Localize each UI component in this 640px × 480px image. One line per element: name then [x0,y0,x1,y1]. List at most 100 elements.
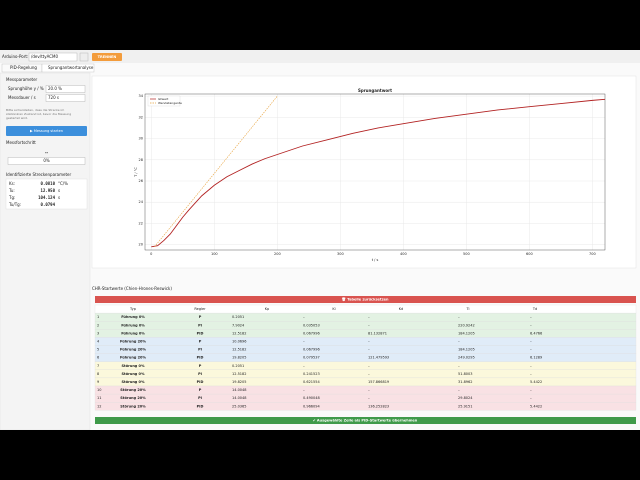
param-unit: °C/% [58,181,68,186]
x-tick-label: 100 [211,252,218,256]
table-cell: – [303,339,305,343]
table-cell: PID [197,404,204,408]
port-select[interactable] [28,52,78,62]
table-cell: 0.079537 [303,356,320,360]
y-tick-label: 30 [139,137,143,141]
table-cell: 12 [97,404,101,408]
section-heading: Identifizierte Streckenparameter [6,172,71,177]
table-cell: 29.8024 [458,396,473,400]
apply-button[interactable] [95,417,636,424]
table-cell: PI [198,372,202,376]
table-row[interactable] [94,385,637,395]
table-cell: 6 [97,356,99,360]
table-row[interactable] [94,393,637,403]
input-value: 20.0 % [48,86,62,91]
table-cell: – [530,396,532,400]
table-cell: Führung 0% [121,315,145,319]
table-cell: Störung 20% [120,388,146,392]
table-row[interactable] [94,312,637,322]
table-cell: 4 [97,339,100,343]
reset-button[interactable] [95,296,636,303]
table-cell: – [368,364,370,368]
x-tick-label: 0 [150,252,152,256]
table-cell: 6.1289 [530,356,542,360]
param-name: Tu/Tg: [8,202,21,207]
table-row[interactable] [94,361,637,370]
legend-label: Istwert [158,97,169,101]
y-tick-label: 34 [139,94,144,98]
y-tick-label: 22 [139,221,143,225]
y-tick-label: 20 [139,243,143,247]
table-title: CHR-Startwerte (Chien-Hrones-Reswick) [92,286,172,291]
table-cell: 157.866819 [368,380,389,384]
table-row[interactable] [94,329,637,338]
table-row[interactable] [94,321,637,330]
table-cell: P [199,315,202,319]
x-tick-label: 700 [589,252,596,256]
table-cell: 5.4422 [530,380,542,384]
table-cell: – [303,388,305,392]
table-cell: – [368,388,370,392]
y-axis-label: T / °C [134,167,138,178]
table-row[interactable] [94,377,637,387]
table-cell: P [199,339,202,343]
table-cell: – [303,364,305,368]
tab-label: PID-Regelung [10,65,37,70]
table-cell: – [458,388,460,392]
refresh-button[interactable] [79,52,89,62]
input[interactable] [45,85,86,93]
toolbar [0,50,640,63]
table-cell: Führung 20% [120,339,147,343]
table-cell: 19.8205 [232,380,246,384]
table-cell: 6.4766 [530,331,542,335]
table-cell: 12.5182 [232,348,246,352]
table-cell: 5 [97,348,99,352]
reset-button-text: 🗑 Tabelle zurücksetzen [341,297,389,302]
table-cell: 7.9024 [232,323,245,327]
table-cell: – [368,396,370,400]
table-cell: 7 [97,364,99,368]
table-cell: 184.1205 [458,348,475,352]
progress-status: -- [45,150,49,155]
table-cell: – [368,348,370,352]
table-header-cell: Typ [129,307,137,311]
table-cell: 136.252823 [368,404,389,408]
legend [147,95,181,107]
table-row[interactable] [94,345,637,354]
table-row[interactable] [94,369,637,379]
table-cell: 1 [97,315,99,319]
table-cell: 249.0295 [458,356,475,360]
table-cell: – [458,364,460,368]
table-header-cell: Kd [399,307,404,311]
param-value: 0.0810 [41,181,56,186]
table-cell: 12.5182 [232,372,246,376]
legend-label: Wendetangente [158,101,182,105]
input[interactable] [45,94,86,102]
param-name: Tg: [8,195,15,200]
table-cell: – [530,323,532,327]
table-row[interactable] [94,337,637,346]
table-cell: 0.490048 [303,396,320,400]
connect-button-text: TRENNEN [98,55,117,59]
table-cell: 5.4422 [530,404,542,408]
table-cell: Führung 0% [121,323,145,327]
start-button[interactable] [6,126,87,136]
table-cell: PI [198,348,202,352]
table-header-cell: Regler [194,307,206,311]
table-cell: 11 [97,396,101,400]
table-cell: – [530,348,532,352]
table-cell: Störung 20% [120,404,146,408]
table-cell: 0.035053 [303,323,320,327]
table-row[interactable] [94,353,637,362]
field-label: Sprunghöhe y / % [8,86,44,91]
tab-active[interactable] [41,63,95,73]
y-tick-label: 26 [139,179,143,183]
note-text: gestartet wird. [6,116,28,120]
table-cell: 14.0048 [232,396,246,400]
connect-button[interactable] [92,53,122,61]
table-cell: 9 [97,380,99,384]
table-cell: 3 [97,331,99,335]
table-cell: 19.8205 [232,356,246,360]
table-row[interactable] [94,402,637,411]
table-cell: 0.241523 [303,372,320,376]
